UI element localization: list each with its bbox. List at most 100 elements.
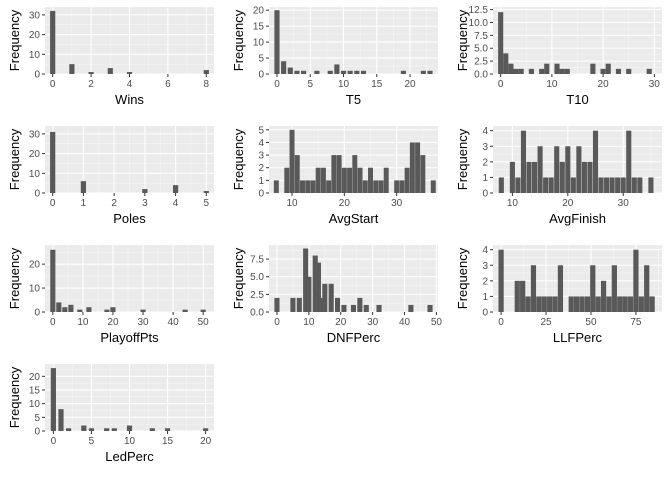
histogram-bar	[142, 189, 148, 193]
histogram-bar	[404, 167, 410, 193]
histogram-bar	[303, 248, 309, 312]
histogram-bar	[530, 265, 537, 312]
histogram-bar	[315, 262, 321, 312]
histogram-bar	[503, 53, 509, 74]
histogram-bar	[399, 180, 405, 193]
histogram-bar	[592, 130, 599, 193]
x-tick-label: 6	[165, 79, 171, 90]
histogram-bar	[328, 283, 334, 312]
histogram-bar	[552, 296, 558, 312]
y-tick-label: 0.0	[474, 70, 488, 81]
histogram-bar	[600, 280, 607, 312]
x-tick-label: 10	[338, 79, 350, 90]
histogram-bar	[587, 161, 593, 193]
y-tick-label: 7.5	[474, 31, 488, 42]
y-tick-label: 20	[253, 6, 265, 17]
histogram-bar	[564, 68, 570, 74]
histogram-bar	[327, 70, 333, 74]
histogram-bar	[289, 129, 295, 193]
x-tick-label: 75	[630, 317, 642, 328]
histogram-bar	[58, 409, 64, 431]
histogram-bar	[350, 304, 357, 312]
x-tick-label: 30	[649, 79, 661, 90]
histogram-bar	[394, 180, 400, 193]
histogram-bar	[274, 10, 280, 75]
histogram-bar	[203, 191, 209, 193]
x-axis-title: Wins	[115, 92, 144, 107]
y-tick-label: 10	[29, 169, 41, 180]
histogram-bar	[508, 63, 514, 74]
y-axis-title: Frequency	[7, 9, 22, 71]
y-tick-label: 3	[482, 142, 488, 153]
y-tick-label: 1	[482, 173, 488, 184]
x-tick-label: 50	[585, 317, 597, 328]
x-tick-label: 15	[371, 79, 383, 90]
panel-ledperc: 0 5 10 15 20 0 5 10 15 20 LedPerc Frequency	[7, 364, 214, 464]
histogram-bar	[408, 304, 414, 312]
histogram-bar	[315, 167, 321, 193]
x-tick-label: 30	[137, 317, 149, 328]
x-tick-label: 25	[540, 317, 552, 328]
x-tick-label: 0	[50, 198, 56, 209]
histogram-bar	[547, 296, 553, 312]
x-axis-title: PlayoffPts	[100, 330, 159, 345]
histogram-bar	[69, 64, 75, 74]
histogram-bar	[363, 304, 369, 312]
y-tick-label: 10	[253, 38, 265, 49]
histogram-bar	[554, 146, 560, 193]
histogram-bar	[633, 249, 639, 312]
histogram-bar	[573, 296, 580, 312]
histogram-bar	[515, 177, 521, 193]
histogram-bar	[498, 249, 504, 312]
x-tick-label: 20	[404, 79, 416, 90]
x-tick-label: 0	[498, 79, 504, 90]
histogram-bar	[528, 68, 534, 74]
y-tick-label: 30	[29, 129, 41, 140]
x-tick-label: 5	[89, 436, 95, 447]
histogram-bar	[50, 131, 56, 193]
x-tick-label: 8	[204, 79, 210, 90]
y-tick-label: 15	[253, 22, 265, 33]
histogram-bar	[336, 155, 342, 193]
histogram-bar	[520, 280, 526, 312]
x-tick-label: 5	[204, 198, 210, 209]
histogram-bar	[362, 180, 368, 193]
histogram-bar	[335, 297, 341, 312]
y-axis-title: Frequency	[7, 247, 22, 309]
y-tick-label: 4	[482, 245, 488, 256]
histogram-bar	[107, 68, 113, 74]
histogram-bar	[646, 68, 652, 74]
histogram-bar	[305, 180, 311, 193]
histogram-bar	[498, 12, 504, 74]
histogram-bar	[50, 368, 56, 431]
y-tick-label: 5	[34, 413, 40, 424]
histogram-bar	[626, 68, 632, 74]
x-tick-label: 30	[391, 198, 403, 209]
y-tick-label: 0	[482, 189, 488, 200]
histogram-bar	[518, 68, 524, 74]
y-axis-title: Frequency	[455, 9, 470, 71]
x-tick-label: 20	[107, 317, 119, 328]
histogram-bar	[430, 180, 436, 193]
histogram-bar	[644, 265, 650, 312]
histogram-bar	[326, 180, 332, 193]
histogram-bar	[340, 70, 347, 74]
y-tick-label: 1	[258, 176, 264, 187]
y-tick-label: 0.0	[250, 308, 264, 319]
histogram-bar	[368, 167, 373, 193]
histogram-bar	[50, 249, 56, 312]
histogram-bar	[400, 70, 406, 74]
y-axis-title: Frequency	[231, 9, 246, 71]
y-tick-label: 0	[34, 427, 40, 438]
x-tick-label: 10	[546, 79, 558, 90]
histogram-bar	[525, 296, 531, 312]
histogram-bar	[615, 177, 621, 193]
histogram-bar	[427, 70, 433, 74]
histogram-bar	[200, 309, 206, 312]
histogram-bar	[111, 428, 117, 431]
histogram-bar	[284, 167, 290, 193]
x-axis-title: LLFPerc	[553, 330, 603, 345]
histogram-bar	[281, 61, 287, 74]
y-tick-label: 0	[258, 70, 264, 81]
panel-wins: 0 2 4 6 8 0 10 20 30 Wins Frequency	[7, 7, 214, 107]
